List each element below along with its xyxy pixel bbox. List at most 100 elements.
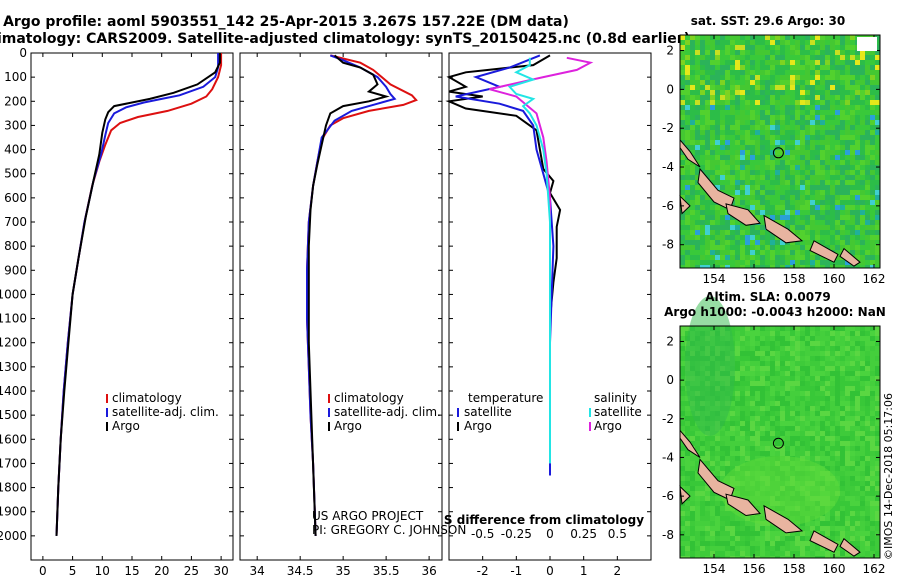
map-cell — [875, 45, 880, 50]
map-cell — [710, 60, 715, 65]
map-cell — [765, 446, 770, 451]
map-cell — [690, 501, 695, 506]
map-cell — [840, 145, 845, 150]
map-cell — [775, 431, 780, 436]
map-cell — [805, 150, 810, 155]
map-cell — [865, 185, 870, 190]
map-cell — [750, 361, 755, 366]
map-cell — [785, 95, 790, 100]
map-cell — [760, 331, 765, 336]
map-cell — [840, 481, 845, 486]
map-cell — [735, 441, 740, 446]
map-cell — [735, 446, 740, 451]
map-cell — [840, 391, 845, 396]
map-cell — [750, 115, 755, 120]
map-cell — [690, 451, 695, 456]
map-cell — [695, 105, 700, 110]
map-cell — [730, 521, 735, 526]
map-cell — [830, 205, 835, 210]
map-cell — [865, 326, 870, 331]
map-cell — [770, 40, 775, 45]
map-cell — [795, 85, 800, 90]
map-cell — [845, 531, 850, 536]
map-cell — [835, 35, 840, 40]
map-cell — [685, 160, 690, 165]
map-cell — [720, 245, 725, 250]
map-cell — [860, 341, 865, 346]
map-cell — [865, 70, 870, 75]
map-cell — [855, 381, 860, 386]
map-cell — [810, 341, 815, 346]
map-cell — [820, 326, 825, 331]
map-cell — [700, 130, 705, 135]
map-cell — [865, 406, 870, 411]
map-cell — [780, 331, 785, 336]
map-cell — [855, 115, 860, 120]
map-cell — [780, 391, 785, 396]
map-cell — [755, 60, 760, 65]
map-cell — [870, 180, 875, 185]
map-cell — [740, 135, 745, 140]
map-cell — [735, 200, 740, 205]
map-cell — [795, 546, 800, 551]
map-cell — [690, 125, 695, 130]
map-cell — [745, 546, 750, 551]
map-cell — [820, 371, 825, 376]
series-line-2 — [55, 53, 221, 536]
map-cell — [860, 431, 865, 436]
map-cell — [765, 180, 770, 185]
map-cell — [825, 265, 830, 268]
map-cell — [755, 546, 760, 551]
map-cell — [770, 80, 775, 85]
map-cell — [680, 506, 685, 511]
map-cell — [820, 155, 825, 160]
map-cell — [720, 556, 725, 558]
map-cell — [705, 531, 710, 536]
map-cell — [695, 100, 700, 105]
y-tick-label: 400 — [4, 143, 27, 157]
map-cell — [835, 185, 840, 190]
map-cell — [810, 556, 815, 558]
map-cell — [830, 326, 835, 331]
map-cell — [765, 531, 770, 536]
map-cell — [810, 90, 815, 95]
map-cell — [775, 135, 780, 140]
map-cell — [730, 185, 735, 190]
y-tick-label: 1700 — [0, 456, 27, 470]
map-cell — [705, 130, 710, 135]
map-cell — [680, 215, 685, 220]
map-cell — [700, 145, 705, 150]
map-cell — [835, 180, 840, 185]
map-cell — [875, 240, 880, 245]
map-cell — [850, 160, 855, 165]
map-cell — [715, 215, 720, 220]
map-cell — [705, 135, 710, 140]
map-cell — [740, 546, 745, 551]
map-cell — [770, 556, 775, 558]
map-cell — [740, 381, 745, 386]
map-cell — [820, 215, 825, 220]
map-cell — [840, 245, 845, 250]
map-cell — [855, 195, 860, 200]
map-cell — [685, 546, 690, 551]
map-cell — [855, 521, 860, 526]
map-cell — [685, 401, 690, 406]
map-cell — [750, 456, 755, 461]
map-cell — [870, 441, 875, 446]
map-cell — [785, 541, 790, 546]
map-cell — [805, 351, 810, 356]
map-cell — [735, 416, 740, 421]
map-cell — [700, 125, 705, 130]
map-cell — [800, 160, 805, 165]
map-cell — [835, 466, 840, 471]
map-cell — [805, 130, 810, 135]
map-cell — [775, 45, 780, 50]
map-cell — [750, 431, 755, 436]
map-cell — [695, 60, 700, 65]
map-cell — [720, 250, 725, 255]
map-cell — [875, 366, 880, 371]
map-cell — [875, 60, 880, 65]
map-cell — [790, 536, 795, 541]
map-cell — [810, 95, 815, 100]
map-cell — [680, 170, 685, 175]
